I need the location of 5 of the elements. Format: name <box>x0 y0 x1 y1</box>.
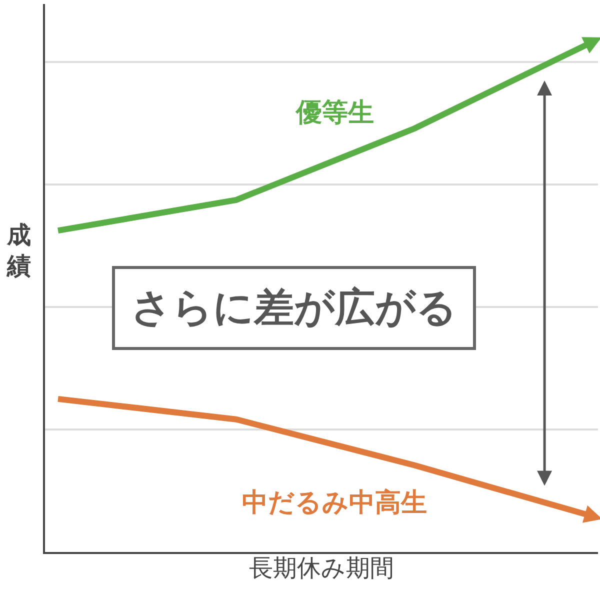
series-label: 優等生 <box>295 98 374 128</box>
y-axis-title: 成績 <box>6 221 31 280</box>
annotation: さらに差が広がる <box>131 285 457 331</box>
series-label: 中だるみ中高生 <box>242 488 427 518</box>
x-axis-title: 長期休み期間 <box>249 554 394 582</box>
